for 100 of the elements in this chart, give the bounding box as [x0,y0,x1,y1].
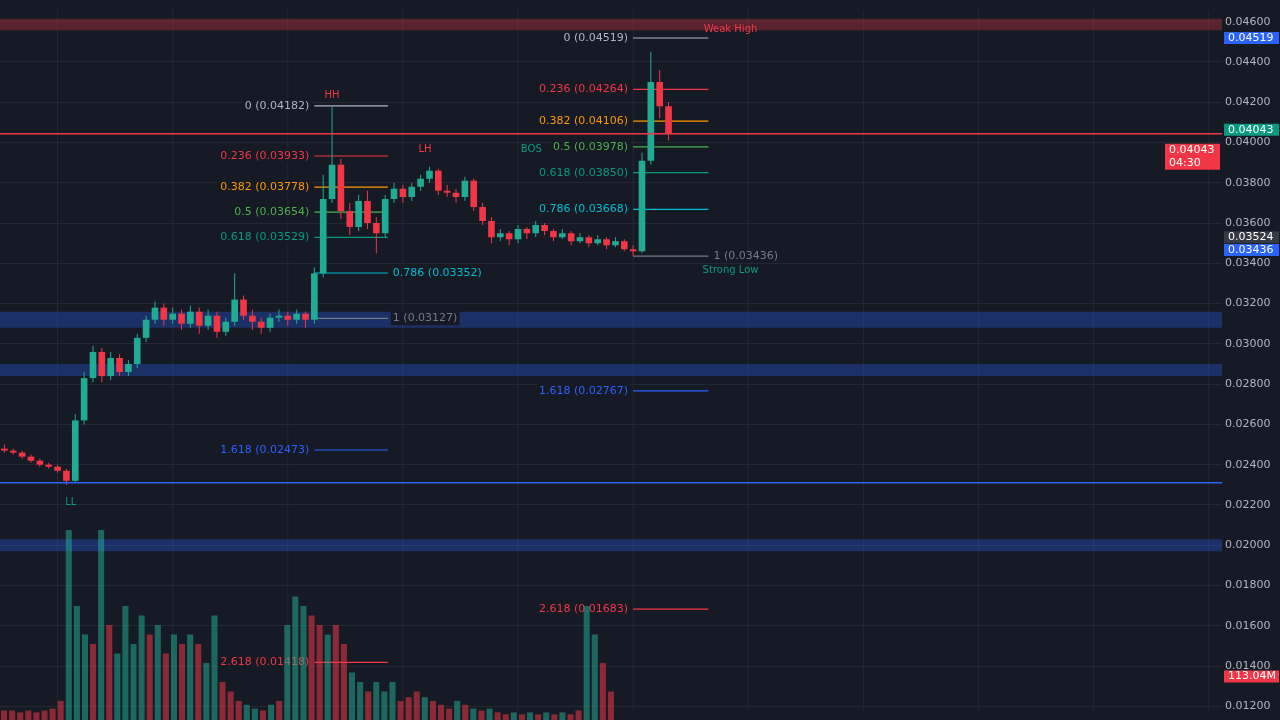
candlestick [187,305,194,329]
candlestick [514,224,522,244]
bar [567,714,574,720]
candlestick [364,190,371,230]
candlestick [373,216,380,254]
y-tick-label: 0.01200 [1225,699,1271,713]
ref-line-label: 0.5 (0.03654) [234,205,310,219]
y-tick-label: 0.04600 [1225,14,1271,28]
bar [227,691,234,720]
bar [259,710,267,720]
candlestick [408,182,416,202]
y-tick-label: 0.03400 [1225,256,1271,270]
ref-line-label: 2.618 (0.01418) [220,655,310,669]
bar [357,682,364,720]
annotation: HH [324,88,340,100]
y-tick-label: 0.02400 [1225,457,1271,471]
bar [25,710,32,720]
bar [90,644,97,720]
ref-line-label: 1.618 (0.02767) [539,383,629,397]
annotation: Strong Low [702,263,759,275]
ref-line-label: 0.618 (0.03850) [539,165,629,179]
bar [486,708,493,720]
candlestick [390,182,398,204]
candlestick [160,303,168,327]
bar [138,615,145,720]
y-tick-label: 0.01800 [1225,578,1271,592]
bar [98,530,105,720]
bar [559,712,566,720]
annotation: LH [418,143,432,155]
candlestick [275,309,283,323]
ref-line-label: 1 (0.03127) [392,311,458,325]
bar [454,701,461,720]
candlestick [266,313,274,333]
ref-line-label: 0 (0.04182) [244,98,310,112]
bar [381,691,388,720]
y-tick-label: 0.02200 [1225,497,1271,511]
bar [114,653,121,720]
bar [81,634,88,720]
bar [348,672,356,720]
bar [187,634,194,720]
bar [17,712,24,720]
bar [527,712,534,720]
candlestick [142,315,150,343]
bar [429,701,436,720]
bar [203,663,210,720]
candlestick [399,184,407,204]
ref-line-label: 0.382 (0.03778) [220,180,310,194]
bar [268,704,275,720]
ref-line-label: 0.786 (0.03668) [539,202,629,216]
y-tick-label: 0.04200 [1225,95,1271,109]
bar [535,714,542,720]
candlestick [178,309,185,331]
y-tick-label: 0.02800 [1225,377,1271,391]
bar [518,714,525,720]
candlestick [435,168,442,196]
bar [251,708,258,720]
ref-line-label: 0.618 (0.03529) [220,230,310,244]
ref-line-label: 1.618 (0.02473) [220,442,310,456]
ref-line-label: 0.382 (0.04106) [539,114,629,128]
bar [470,708,477,720]
bar [9,710,16,720]
bar [437,704,445,720]
annotation: BOS [520,143,542,155]
y-tick-label: 0.02600 [1225,417,1271,431]
bar [106,625,113,720]
bar [421,697,428,720]
candlestick [346,202,354,236]
bar [276,701,283,720]
bar [235,701,242,720]
y-tick-label: 0.01400 [1225,658,1271,672]
bar [122,606,129,720]
bar [73,606,80,720]
bar [316,625,323,720]
candlestick [107,351,115,381]
ref-line-label: 0.236 (0.03933) [220,148,310,162]
candlestick [151,301,159,325]
bar [211,615,218,720]
candlestick [213,311,221,339]
annotation: LL [65,495,77,507]
ref-line-label: 2.618 (0.01683) [539,601,629,615]
bar [332,625,339,720]
text: 0.04043 [1228,122,1274,136]
bar [365,691,372,720]
bar [373,682,380,720]
bar [179,644,186,720]
bar [413,691,420,720]
y-tick-label: 0.03800 [1225,175,1271,189]
bar [478,710,485,720]
candlestick [249,309,256,331]
candlestick [629,244,637,257]
bar [494,712,501,720]
bar [405,697,412,720]
text: 0.04519 [1228,30,1274,44]
candlestick [240,295,247,321]
candlestick [488,216,495,244]
bar [510,712,517,720]
annotation: 0.04043 [1169,142,1215,156]
candlestick [461,176,469,202]
candlestick [195,307,203,335]
y-tick-label: 0.04000 [1225,135,1271,149]
